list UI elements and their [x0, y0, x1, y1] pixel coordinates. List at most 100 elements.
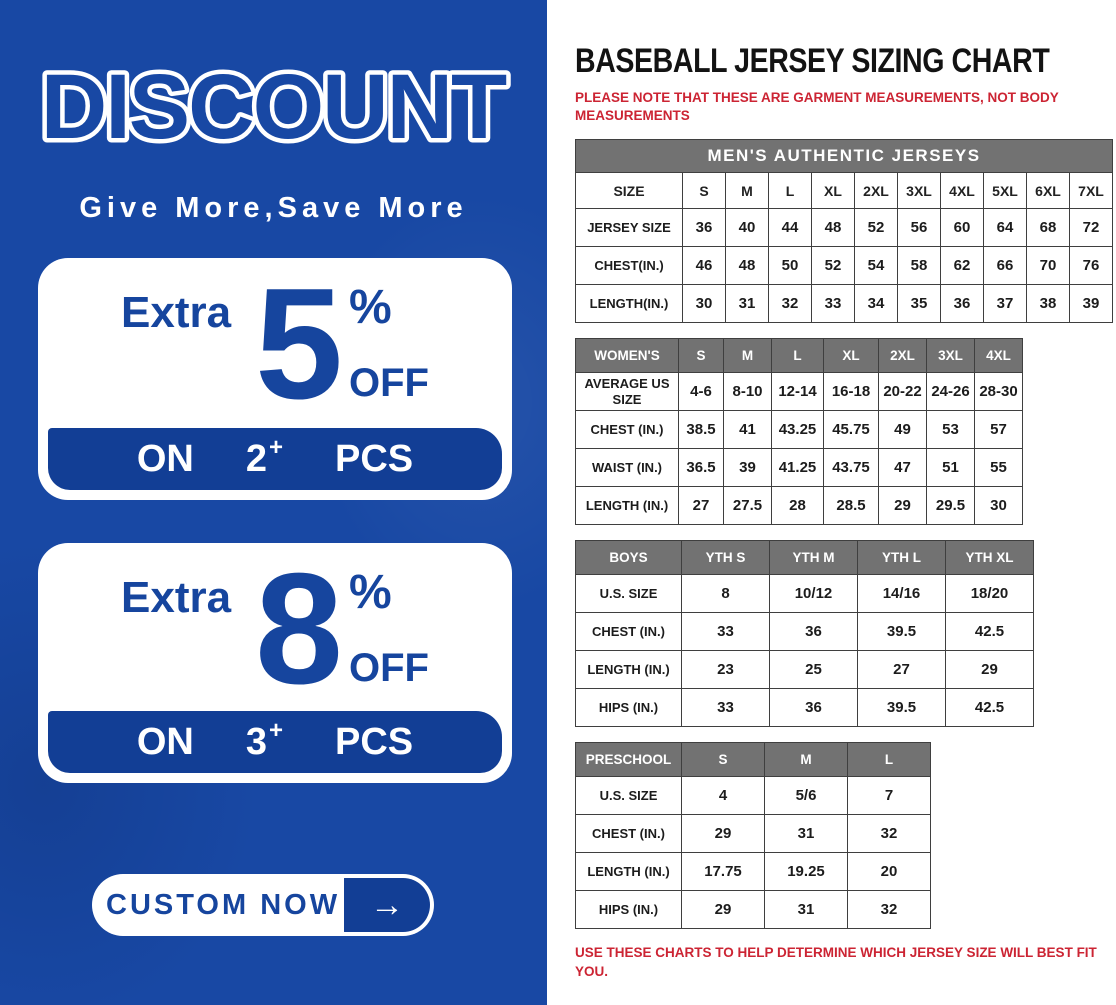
value-cell: 31 — [764, 814, 848, 854]
value-cell: 4 — [681, 776, 765, 816]
row-label-cell: HIPS (IN.) — [575, 890, 682, 930]
value-cell: 44 — [768, 208, 812, 248]
value-cell: 38.5 — [678, 410, 724, 450]
value-cell: 49 — [878, 410, 927, 450]
off-label: OFF — [348, 361, 429, 405]
discount-value: 8 — [255, 541, 343, 717]
header-cell: L — [847, 742, 931, 778]
value-cell: 37 — [983, 284, 1027, 324]
plus-sign: + — [268, 716, 283, 744]
custom-now-button[interactable]: CUSTOM NOW → — [92, 874, 434, 936]
row-label-cell: LENGTH (IN.) — [575, 486, 679, 526]
header-cell: L — [768, 172, 812, 210]
value-cell: 46 — [682, 246, 726, 286]
value-cell: 4-6 — [678, 372, 724, 412]
value-cell: 28.5 — [823, 486, 879, 526]
header-cell: S — [682, 172, 726, 210]
row-label-cell: HIPS (IN.) — [575, 688, 682, 728]
value-cell: 47 — [878, 448, 927, 488]
percent-sign: % — [348, 566, 392, 619]
value-cell: 76 — [1069, 246, 1113, 286]
value-cell: 56 — [897, 208, 941, 248]
header-cell: YTH S — [681, 540, 770, 576]
value-cell: 32 — [768, 284, 812, 324]
value-cell: 33 — [681, 688, 770, 728]
header-cell: BOYS — [575, 540, 682, 576]
quantity: 2 + — [245, 434, 283, 481]
sizing-chart-title: BASEBALL JERSEY SIZING CHART — [575, 42, 1050, 80]
value-cell: 29 — [878, 486, 927, 526]
value-cell: 60 — [940, 208, 984, 248]
discount-title-graphic: DISCOUNT — [36, 52, 513, 163]
row-label-cell: U.S. SIZE — [575, 574, 682, 614]
header-cell: M — [764, 742, 848, 778]
on-label: ON — [136, 437, 194, 480]
value-cell: 34 — [854, 284, 898, 324]
row-label-cell: CHEST (IN.) — [575, 612, 682, 652]
value-cell: 31 — [725, 284, 769, 324]
extra-label: Extra — [121, 573, 232, 622]
offer-top: Extra 5 % OFF — [38, 258, 512, 428]
value-cell: 39 — [723, 448, 772, 488]
value-cell: 18/20 — [945, 574, 1034, 614]
table-band-title: MEN'S AUTHENTIC JERSEYS — [575, 139, 1113, 174]
value-cell: 36 — [769, 688, 858, 728]
header-cell: WOMEN'S — [575, 338, 679, 374]
discount-title: DISCOUNT — [41, 56, 507, 158]
value-cell: 29 — [681, 814, 765, 854]
value-cell: 31 — [764, 890, 848, 930]
sizing-tables: MEN'S AUTHENTIC JERSEYS SIZE S M L XL 2XL 3XL 4X… — [575, 139, 1116, 930]
header-cell: 6XL — [1026, 172, 1070, 210]
sizing-table-womens: WOMEN'S S M L XL 2XL 3XL 4XL AVERAGE US SIZE 4-6 8… — [575, 338, 1023, 526]
header-cell: XL — [811, 172, 855, 210]
value-cell: 64 — [983, 208, 1027, 248]
row-label-cell: CHEST (IN.) — [575, 814, 682, 854]
value-cell: 39.5 — [857, 612, 946, 652]
value-cell: 29 — [681, 890, 765, 930]
value-cell: 43.75 — [823, 448, 879, 488]
value-cell: 8 — [681, 574, 770, 614]
value-cell: 66 — [983, 246, 1027, 286]
value-cell: 50 — [768, 246, 812, 286]
offer-condition-band: ON 3 + PCS — [48, 711, 502, 773]
custom-now-label: CUSTOM NOW — [106, 888, 341, 921]
header-cell: YTH L — [857, 540, 946, 576]
value-cell: 8-10 — [723, 372, 772, 412]
value-cell: 41.25 — [771, 448, 824, 488]
value-cell: 24-26 — [926, 372, 975, 412]
value-cell: 17.75 — [681, 852, 765, 892]
offer-card-8pct: Extra 8 % OFF ON 3 + PCS — [38, 543, 512, 783]
value-cell: 58 — [897, 246, 941, 286]
garment-measurement-note: PLEASE NOTE THAT THESE ARE GARMENT MEASU… — [575, 90, 1059, 124]
value-cell: 27 — [678, 486, 724, 526]
quantity-value: 2 — [245, 437, 267, 480]
value-cell: 39.5 — [857, 688, 946, 728]
value-cell: 19.25 — [764, 852, 848, 892]
value-cell: 7 — [847, 776, 931, 816]
header-cell: S — [678, 338, 724, 374]
header-cell: 2XL — [878, 338, 927, 374]
row-label-cell: JERSEY SIZE — [575, 208, 683, 248]
value-cell: 20 — [847, 852, 931, 892]
header-cell: S — [681, 742, 765, 778]
value-cell: 52 — [811, 246, 855, 286]
sizing-table-preschool: PRESCHOOL S M L U.S. SIZE 4 5/6 7 CHEST (IN.) 29 3… — [575, 742, 931, 930]
plus-sign: + — [268, 433, 283, 461]
row-label-cell: WAIST (IN.) — [575, 448, 679, 488]
value-cell: 30 — [682, 284, 726, 324]
value-cell: 23 — [681, 650, 770, 690]
on-label: ON — [136, 720, 194, 763]
header-cell: 7XL — [1069, 172, 1113, 210]
value-cell: 38 — [1026, 284, 1070, 324]
best-fit-note: USE THESE CHARTS TO HELP DETERMINE WHICH… — [575, 945, 1097, 979]
value-cell: 72 — [1069, 208, 1113, 248]
header-cell: L — [771, 338, 824, 374]
discount-value: 5 — [255, 256, 343, 432]
value-cell: 36 — [682, 208, 726, 248]
value-cell: 25 — [769, 650, 858, 690]
value-cell: 12-14 — [771, 372, 824, 412]
header-cell: YTH M — [769, 540, 858, 576]
value-cell: 35 — [897, 284, 941, 324]
value-cell: 41 — [723, 410, 772, 450]
quantity-value: 3 — [245, 720, 267, 763]
